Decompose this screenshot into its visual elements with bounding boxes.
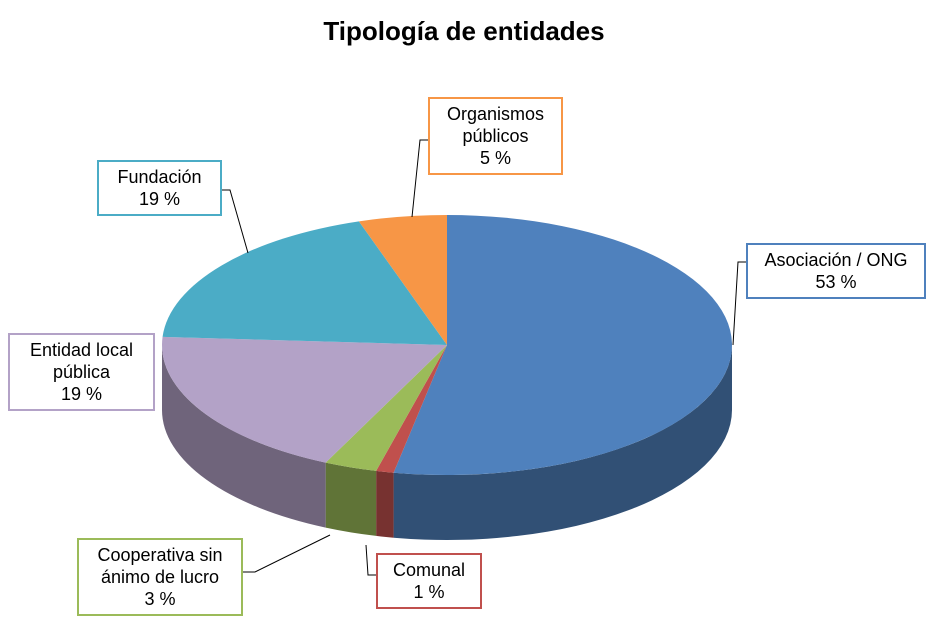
label-value: 3 % [144,589,176,609]
label-category: Asociación / ONG [764,250,908,270]
slice [162,336,447,463]
slice [325,345,447,471]
slice-side [162,345,326,528]
label-value: 19 % [138,189,181,209]
slice-side [393,345,732,540]
label-category: Comunal [392,560,466,580]
label-category: Entidad local pública [29,340,134,382]
leader-line [222,189,249,254]
label-category: Fundación [117,167,202,187]
data-label: Organismos públicos 5 % [428,97,563,175]
label-value: 53 % [815,272,857,292]
slice [393,215,732,475]
slice [162,221,447,345]
label-value: 1 % [413,582,445,602]
leader-line [732,261,746,346]
leader-line [365,544,376,576]
data-label: Cooperativa sin ánimo de lucro 3 % [77,538,243,616]
data-label: Entidad local pública 19 % [8,333,155,411]
leader-line [411,139,428,218]
label-value: 5 % [479,148,512,168]
label-category: Organismos públicos [446,104,545,146]
slice [376,345,447,473]
label-category: Cooperativa sin ánimo de lucro [97,545,223,587]
chart-title: Tipología de entidades [323,16,605,46]
slice-side [376,470,394,538]
data-label: Fundación 19 % [97,160,222,216]
slice-side [325,462,377,536]
data-label: Asociación / ONG 53 % [746,243,926,299]
slice [358,215,447,345]
leader-line [243,534,331,573]
data-label: Comunal 1 % [376,553,482,609]
label-value: 19 % [60,384,103,404]
